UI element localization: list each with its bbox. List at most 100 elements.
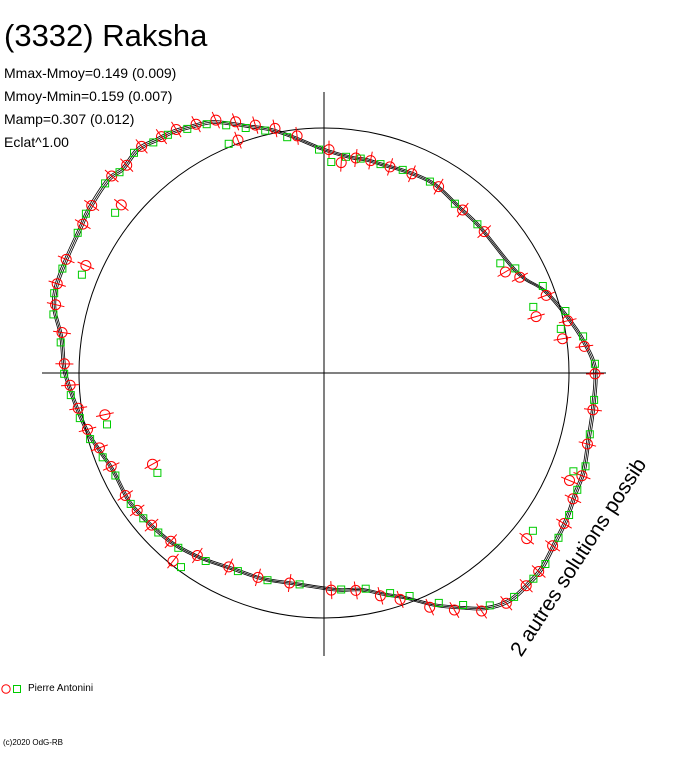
error-bar [396,590,404,608]
data-point-circle [424,601,436,613]
error-bar [578,441,597,447]
data-point-circle [384,161,396,173]
legend: Pierre Antonini [1,682,93,696]
data-point-circle [433,181,445,193]
data-point-square [538,282,547,290]
error-bar [155,129,168,145]
error-bar [61,384,80,387]
data-point-square [485,601,494,610]
data-point-square [58,264,67,273]
data-point-circle [167,555,179,567]
data-point-square [163,130,172,139]
legend-markers [1,684,21,694]
chart-title: (3332) Raksha [4,18,208,53]
error-bar [95,412,114,417]
error-bar [135,139,148,154]
data-point-circle [558,518,570,529]
error-bar [449,601,460,619]
data-point-square [425,177,434,186]
error-bar [57,255,75,264]
square-marker-icon [13,685,21,693]
error-bar [295,126,299,145]
error-bar [377,586,384,605]
data-point-circle [587,404,599,416]
data-point-square [573,485,582,494]
data-point-square [337,585,346,594]
data-point-square [139,514,148,523]
data-point-square [581,462,590,471]
data-point-square [510,592,519,601]
data-point-square [224,139,233,148]
error-bar [368,151,373,170]
error-bar [519,532,535,545]
data-point-square [149,138,158,147]
data-point-circle [540,289,552,301]
data-point-circle [547,540,559,552]
data-point-circle [232,134,244,146]
data-point-circle [115,199,127,211]
data-point-circle [478,226,490,238]
data-point-square [77,270,86,279]
data-point-circle [156,131,167,143]
data-point-square [73,228,82,237]
error-bar [537,291,555,299]
data-point-circle [191,550,203,561]
error-bar [84,199,100,212]
data-point-circle [269,122,281,134]
data-point-circle [394,593,406,605]
data-point-circle [530,311,542,323]
data-point-circle [350,584,362,596]
legend-label-observer: Pierre Antonini [28,683,94,694]
error-bar [511,272,529,282]
data-point-square [75,414,84,423]
data-point-square [111,208,120,217]
data-point-circle [335,157,347,169]
data-point-circle [365,155,377,167]
data-point-circle [80,260,92,271]
data-point-square [541,560,550,568]
axes [42,92,606,656]
error-bar [527,313,545,320]
data-point-circle [93,442,105,454]
data-point-square [111,471,120,480]
error-bar [575,344,594,348]
data-point-circle [60,253,72,265]
error-bar [191,115,201,133]
data-point-circle [500,597,512,609]
data-point-square [86,435,95,444]
data-point-circle [350,152,362,164]
data-point-circle [230,116,242,128]
stat-eclat: Eclat^1.00 [4,134,69,150]
data-point-circle [223,561,235,573]
data-point-square [174,543,183,552]
data-point-circle [457,204,469,216]
circle-marker-icon [1,684,11,694]
error-bar [120,158,134,172]
data-point-square [222,121,231,130]
error-bar [144,459,161,470]
model-curve-1 [55,123,595,608]
data-point-square [115,168,124,177]
model-curves [52,120,598,611]
data-point-circle [64,379,76,391]
error-bar [74,219,91,230]
copyright: (c)2020 OdG-RB [3,738,64,747]
data-point-circle [131,504,143,516]
data-point-square [579,332,588,341]
error-bar [77,261,95,270]
error-bar [497,266,514,277]
data-point-square [177,563,185,572]
data-point-square [66,391,75,400]
data-point-square [233,567,242,576]
data-point-square [585,430,594,439]
data-point-circle [325,584,337,596]
data-point-square [561,307,570,315]
data-point-circle [119,490,131,501]
error-bar [69,406,88,411]
data-point-circle [82,423,93,435]
error-bar [425,598,435,616]
data-point-square [241,124,250,132]
data-point-square [60,369,69,378]
data-point-circle [562,315,574,327]
stat-mmax-mmoy: Mmax-Mmoy=0.149 (0.009) [4,65,177,81]
